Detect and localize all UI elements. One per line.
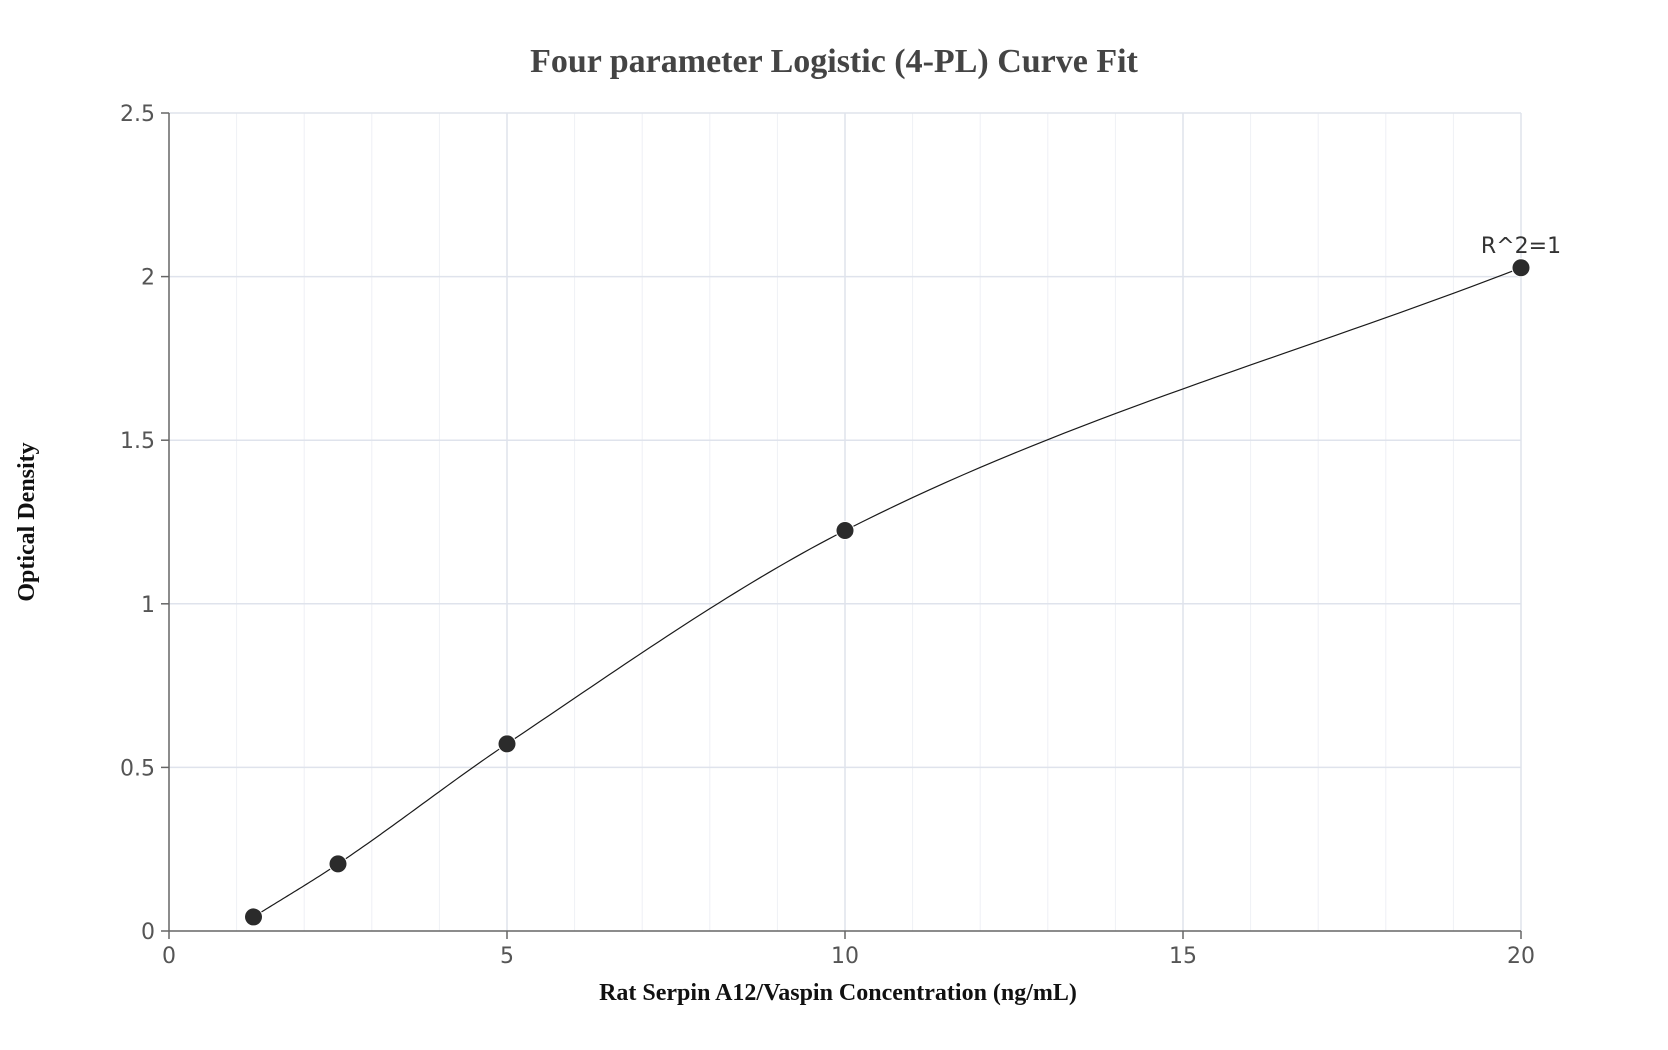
x-tick-label: 20 [1507,944,1535,969]
chart-title: Four parameter Logistic (4-PL) Curve Fit [530,43,1138,80]
annotations: R^2=1 [1481,234,1561,259]
tick-labels: 0 5 10 15 20 0 0.5 1 1.5 2 2.5 [120,102,1535,969]
y-tick-label: 0 [141,920,155,945]
y-axis-title: Optical Density [14,442,40,601]
data-point [328,854,348,874]
axes [161,112,1522,939]
data-point [1511,258,1531,278]
y-tick-label: 2.5 [120,102,155,127]
fit-curve-group [253,267,1522,918]
data-point [244,907,263,927]
y-tick-label: 2 [141,266,155,291]
fit-curve [253,267,1522,918]
x-tick-label: 5 [500,944,514,969]
x-axis-title: Rat Serpin A12/Vaspin Concentration (ng/… [599,980,1077,1006]
y-tick-label: 0.5 [120,756,155,781]
y-tick-label: 1.5 [120,429,155,454]
data-points [244,258,1531,927]
r-squared-annotation: R^2=1 [1481,234,1561,259]
y-tick-label: 1 [141,593,155,618]
x-tick-label: 0 [162,944,176,969]
x-tick-label: 10 [831,944,859,969]
data-point [835,521,855,541]
data-point [497,734,517,754]
x-tick-label: 15 [1169,944,1197,969]
